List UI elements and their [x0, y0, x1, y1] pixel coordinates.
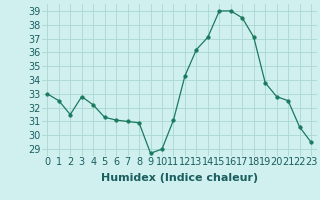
- X-axis label: Humidex (Indice chaleur): Humidex (Indice chaleur): [100, 173, 258, 183]
